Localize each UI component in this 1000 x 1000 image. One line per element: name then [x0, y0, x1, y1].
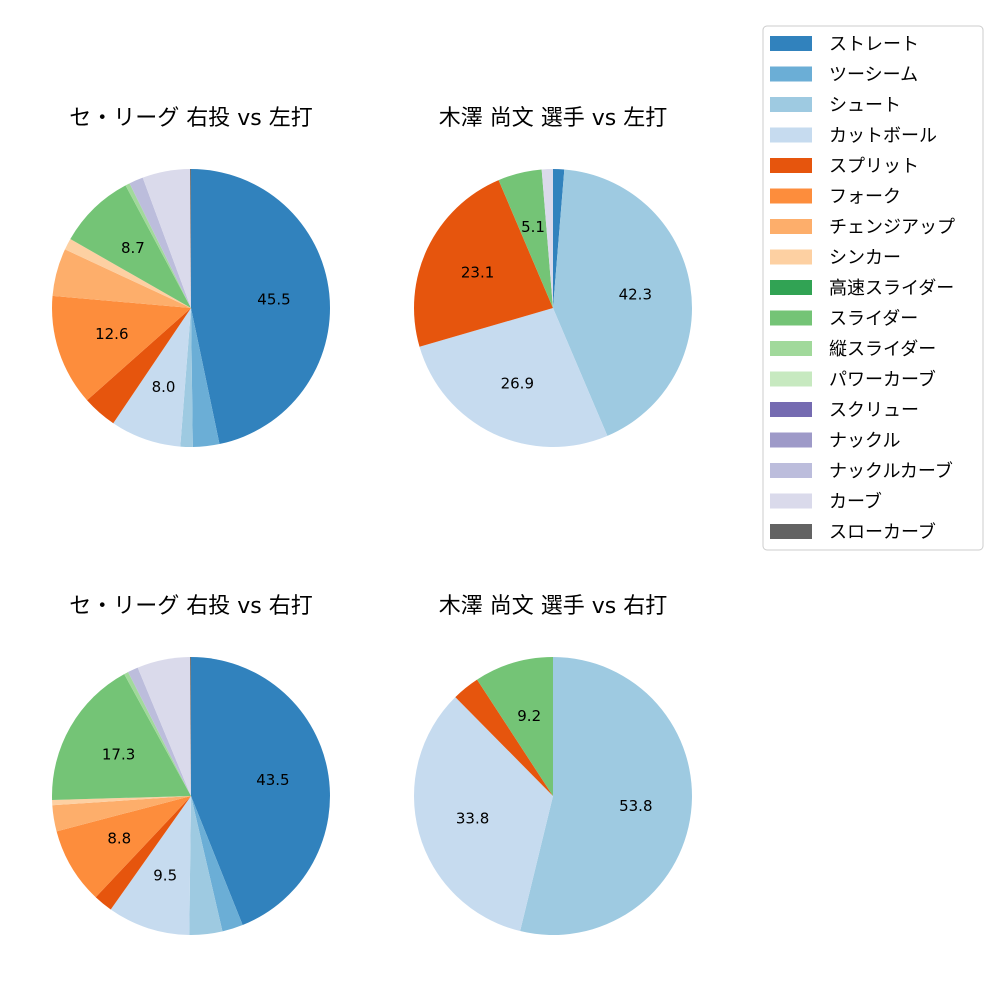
pie-1: 42.3 26.9 23.1 5.1 [414, 169, 693, 447]
legend-label-4: スプリット [829, 156, 919, 177]
pie-0-slice-12 [190, 168, 191, 308]
pie-2-slice-0 [191, 657, 330, 926]
legend-label-15: カーブ [829, 491, 882, 513]
legend-label-14: ナックルカーブ [829, 460, 953, 482]
legend-swatch-5 [770, 188, 812, 204]
legend-swatch-11 [770, 371, 812, 387]
pie-1-slice-label-4: 5.1 [521, 218, 545, 236]
legend-swatch-7 [770, 249, 812, 265]
pie-2-slice-label-5: 8.8 [107, 830, 131, 848]
legend-swatch-0 [770, 36, 812, 51]
pie-0-slice-label-0: 45.5 [257, 290, 290, 308]
pie-1-slice-label-3: 23.1 [461, 263, 494, 281]
pie-2-slice-7 [52, 796, 192, 806]
pie-0-slice-label-5: 12.6 [95, 325, 128, 343]
legend-label-8: 高速スライダー [829, 278, 954, 299]
pie-0-slice-7 [64, 239, 191, 308]
pie-1-slice-3 [414, 180, 553, 347]
legend-label-12: スクリュー [829, 400, 919, 421]
pie-0-slice-9 [125, 183, 191, 308]
pie-0: 45.5 8.0 12.6 8.7 [52, 168, 331, 448]
pie-2-slice-4 [95, 796, 191, 910]
legend-swatch-3 [770, 127, 812, 143]
pie-0-slice-2 [180, 308, 193, 448]
legend-label-6: チェンジアップ [829, 217, 955, 238]
pie-2-slice-8 [52, 674, 191, 800]
pie-2-slice-11 [137, 657, 191, 796]
legend-label-16: スローカーブ [829, 521, 936, 543]
pie-0-slice-0 [191, 169, 331, 445]
pie-2-slice-label-0: 43.5 [256, 771, 289, 789]
legend-swatch-12 [770, 402, 812, 417]
legend-swatch-15 [770, 493, 812, 509]
legend-swatch-9 [770, 310, 812, 326]
pie-0-slice-label-3: 8.0 [152, 378, 176, 396]
chart-title-3: 木澤 尚文 選手 vs 右打 [439, 594, 667, 619]
pie-2-slice-2 [189, 796, 223, 936]
pie-1-slice-label-2: 26.9 [501, 374, 534, 392]
pie-0-slice-5 [52, 295, 191, 401]
legend-label-9: スライダー [829, 309, 918, 330]
pie-2: 43.5 9.5 8.8 17.3 [52, 656, 330, 936]
pie-2-slice-1 [191, 796, 243, 932]
pie-0-slice-11 [142, 169, 191, 308]
legend-label-7: シンカー [829, 248, 901, 269]
legend-items: ストレートツーシームシュートカットボールスプリットフォークチェンジアップシンカー… [770, 34, 955, 543]
pie-0-slice-1 [191, 308, 220, 447]
legend-frame [762, 25, 984, 551]
pie-3-slice-label-1: 33.8 [456, 809, 489, 827]
pie-2-slice-3 [110, 796, 191, 935]
pie-2-slice-label-3: 9.5 [153, 866, 177, 884]
legend-label-2: シュート [829, 95, 901, 116]
pie-1-slice-label-1: 42.3 [619, 286, 652, 304]
pie-2-slice-6 [52, 796, 192, 832]
legend: ストレートツーシームシュートカットボールスプリットフォークチェンジアップシンカー… [762, 25, 984, 551]
pie-0-slice-8 [70, 185, 191, 308]
legend-swatch-16 [770, 524, 812, 539]
pie-0-slice-10 [129, 177, 191, 308]
pie-charts-group: セ・リーグ 右投 vs 左打 木澤 尚文 選手 vs 左打 セ・リーグ 右投 v… [52, 106, 693, 936]
pie-1-slice-4 [498, 169, 553, 308]
legend-swatch-2 [770, 97, 812, 112]
pie-3-slice-label-3: 9.2 [517, 707, 541, 725]
chart-title-2: セ・リーグ 右投 vs 右打 [69, 594, 312, 619]
pie-0-slice-label-8: 8.7 [121, 239, 145, 257]
legend-swatch-8 [770, 280, 812, 295]
pie-3: 53.8 33.8 9.2 [413, 657, 692, 935]
pie-1-slice-0 [553, 169, 565, 308]
legend-label-11: パワーカーブ [829, 369, 936, 391]
pie-1-slice-2 [419, 308, 608, 447]
pie-3-slice-0 [520, 657, 692, 935]
pie-1-slice-1 [553, 169, 693, 436]
pie-2-slice-9 [124, 672, 191, 796]
pie-1-slice-5 [541, 169, 553, 308]
legend-swatch-1 [770, 66, 812, 82]
chart-title-0: セ・リーグ 右投 vs 左打 [69, 106, 312, 131]
legend-swatch-14 [770, 463, 812, 478]
pie-3-slice-1 [413, 697, 553, 932]
pie-0-slice-3 [113, 308, 191, 447]
pie-3-slice-3 [477, 657, 553, 796]
legend-swatch-6 [770, 219, 812, 234]
legend-swatch-4 [770, 158, 812, 173]
chart-title-1: 木澤 尚文 選手 vs 左打 [439, 106, 667, 131]
pie-2-slice-5 [56, 796, 191, 898]
legend-label-13: ナックル [829, 431, 900, 452]
legend-label-10: 縦スライダー [829, 339, 936, 360]
legend-swatch-10 [770, 341, 812, 356]
pie-3-slice-2 [455, 679, 553, 796]
pie-2-slice-10 [128, 667, 191, 796]
pie-2-slice-label-8: 17.3 [102, 746, 135, 764]
pie-0-slice-6 [52, 249, 191, 308]
pie-3-slice-label-0: 53.8 [619, 797, 652, 815]
legend-swatch-13 [770, 432, 812, 448]
legend-label-0: ストレート [829, 34, 919, 55]
pie-2-slice-12 [190, 656, 191, 796]
legend-label-3: カットボール [829, 126, 937, 147]
pie-0-slice-4 [87, 308, 191, 424]
legend-label-1: ツーシーム [829, 65, 918, 86]
legend-label-5: フォーク [829, 187, 901, 208]
